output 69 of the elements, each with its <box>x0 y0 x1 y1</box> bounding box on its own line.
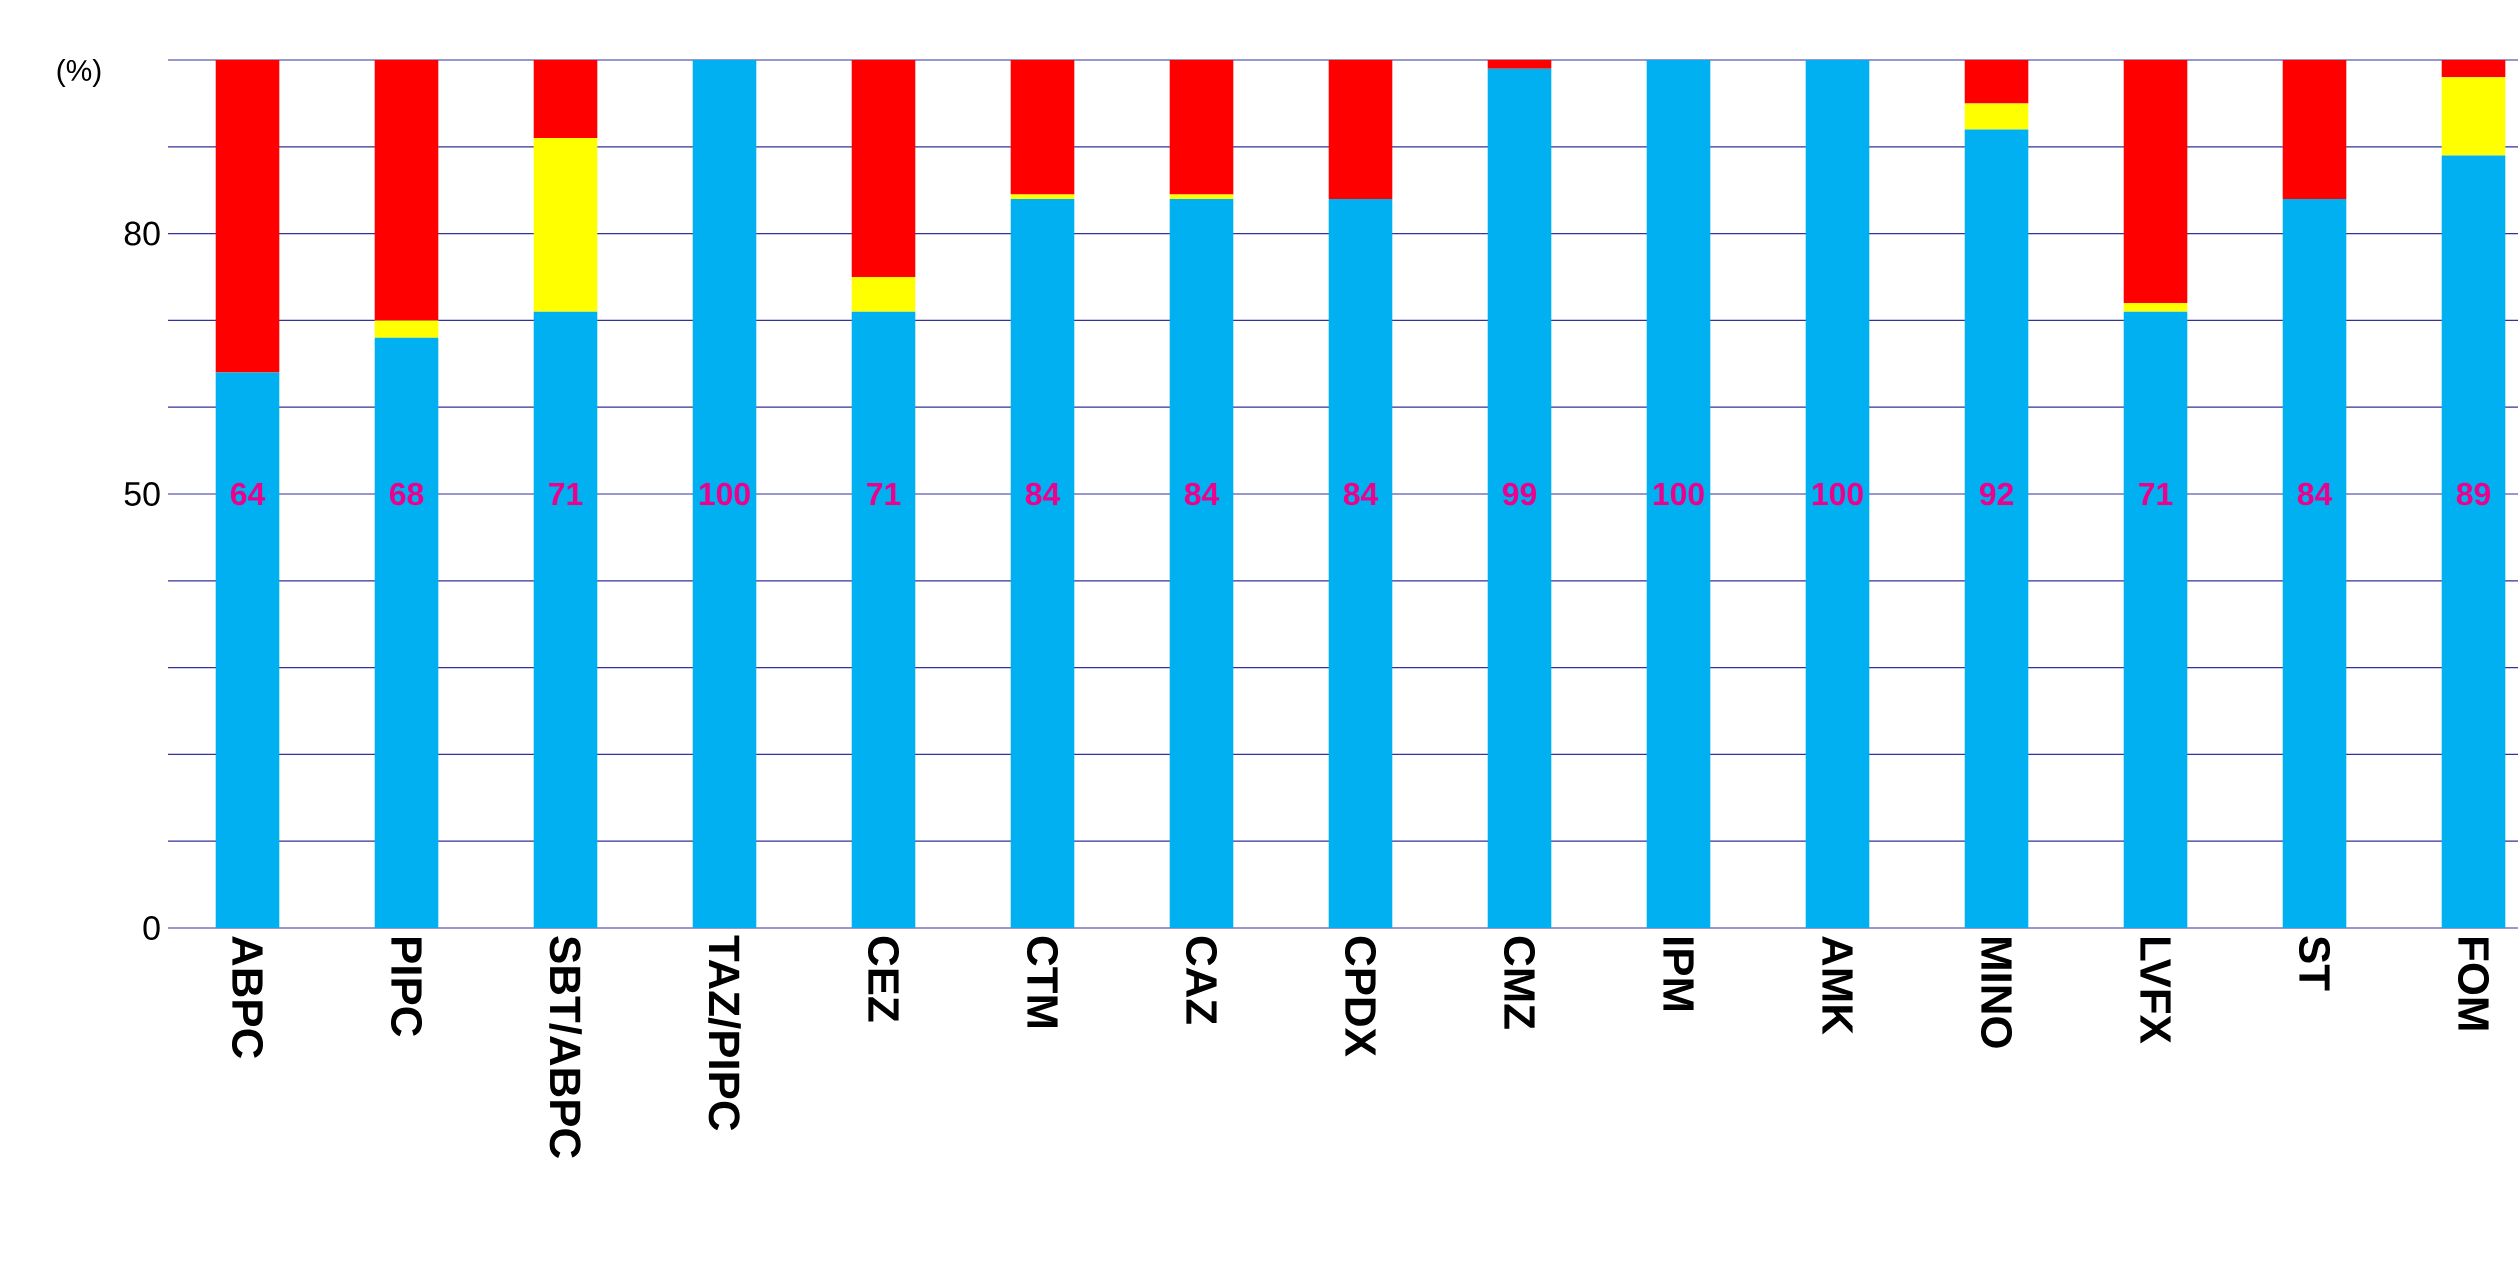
y-tick-label: 80 <box>124 221 160 246</box>
bar <box>2282 59 2347 199</box>
data-label: 68 <box>389 482 424 506</box>
x-tick-label: CEZ <box>867 936 900 1022</box>
bar <box>1169 194 1234 199</box>
x-tick-label: LVFX <box>2140 937 2171 1044</box>
bar <box>1328 198 1393 928</box>
y-tick-label: 0 <box>143 916 160 940</box>
x-tick-label: ST <box>2298 936 2331 991</box>
bar <box>374 320 439 338</box>
data-label: 92 <box>1979 482 2013 506</box>
bar <box>851 311 916 928</box>
data-label: 84 <box>1343 482 1379 506</box>
bar <box>533 138 598 312</box>
x-tick-label: CAZ <box>1185 936 1218 1024</box>
x-tick-label: PIPC <box>390 937 423 1037</box>
x-tick-label: SBT/ABPC <box>549 936 582 1158</box>
bar <box>1328 59 1393 199</box>
bar <box>1964 59 2029 104</box>
bar <box>2282 198 2347 928</box>
x-tick-label: CTM <box>1026 936 1059 1028</box>
data-label: 84 <box>1025 482 1061 506</box>
bar <box>2123 59 2188 304</box>
bar <box>2123 311 2188 928</box>
bar <box>2441 59 2506 78</box>
x-tick-label: MINO <box>1980 937 2013 1048</box>
bar <box>1805 59 1870 928</box>
x-tick-label: CMZ <box>1503 936 1536 1029</box>
y-axis-title: (%) <box>57 59 101 87</box>
bar <box>1646 59 1711 928</box>
bar <box>374 59 439 321</box>
bar <box>533 59 598 139</box>
data-label: 71 <box>549 483 583 505</box>
bar <box>1010 194 1075 199</box>
bar <box>692 59 757 928</box>
x-tick-label: AMK <box>1822 936 1853 1035</box>
bar <box>374 337 439 928</box>
x-tick-label: FOM <box>2457 937 2490 1030</box>
bar <box>215 59 280 373</box>
bar <box>1487 68 1552 928</box>
data-label: 100 <box>1812 482 1863 506</box>
bar <box>1010 198 1075 928</box>
data-label: 71 <box>2139 483 2173 505</box>
bar <box>1010 59 1075 195</box>
data-label: 100 <box>1653 482 1704 506</box>
data-label: 89 <box>2456 482 2491 506</box>
bar <box>2441 77 2506 156</box>
bar <box>1169 198 1234 928</box>
data-label: 99 <box>1502 482 1537 506</box>
bar <box>1169 59 1234 195</box>
data-label: 71 <box>867 483 901 505</box>
bar <box>533 311 598 928</box>
x-tick-label: IPM <box>1663 937 1694 1011</box>
bar <box>1964 103 2029 130</box>
bar <box>851 276 916 312</box>
data-label: 84 <box>2297 482 2333 506</box>
y-tick-label: 50 <box>124 482 160 506</box>
bar <box>2123 303 2188 312</box>
data-label: 64 <box>230 482 266 506</box>
x-tick-label: CPDX <box>1344 936 1377 1057</box>
data-label: 84 <box>1184 482 1220 506</box>
x-tick-label: TAZ/PIPC <box>708 935 741 1131</box>
bar <box>215 372 280 928</box>
bar <box>2441 155 2506 928</box>
bar <box>1487 59 1552 69</box>
data-label: 100 <box>699 482 750 506</box>
x-tick-label: ABPC <box>231 936 264 1059</box>
bar <box>851 59 916 277</box>
bar <box>1964 129 2029 928</box>
